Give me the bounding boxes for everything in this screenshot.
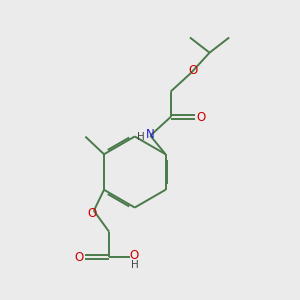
Text: O: O xyxy=(87,207,96,220)
Text: O: O xyxy=(189,64,198,77)
Text: H: H xyxy=(130,260,138,270)
Text: H: H xyxy=(137,132,145,142)
Text: N: N xyxy=(146,128,155,141)
Text: O: O xyxy=(130,249,139,262)
Text: O: O xyxy=(74,250,83,264)
Text: O: O xyxy=(196,110,206,124)
